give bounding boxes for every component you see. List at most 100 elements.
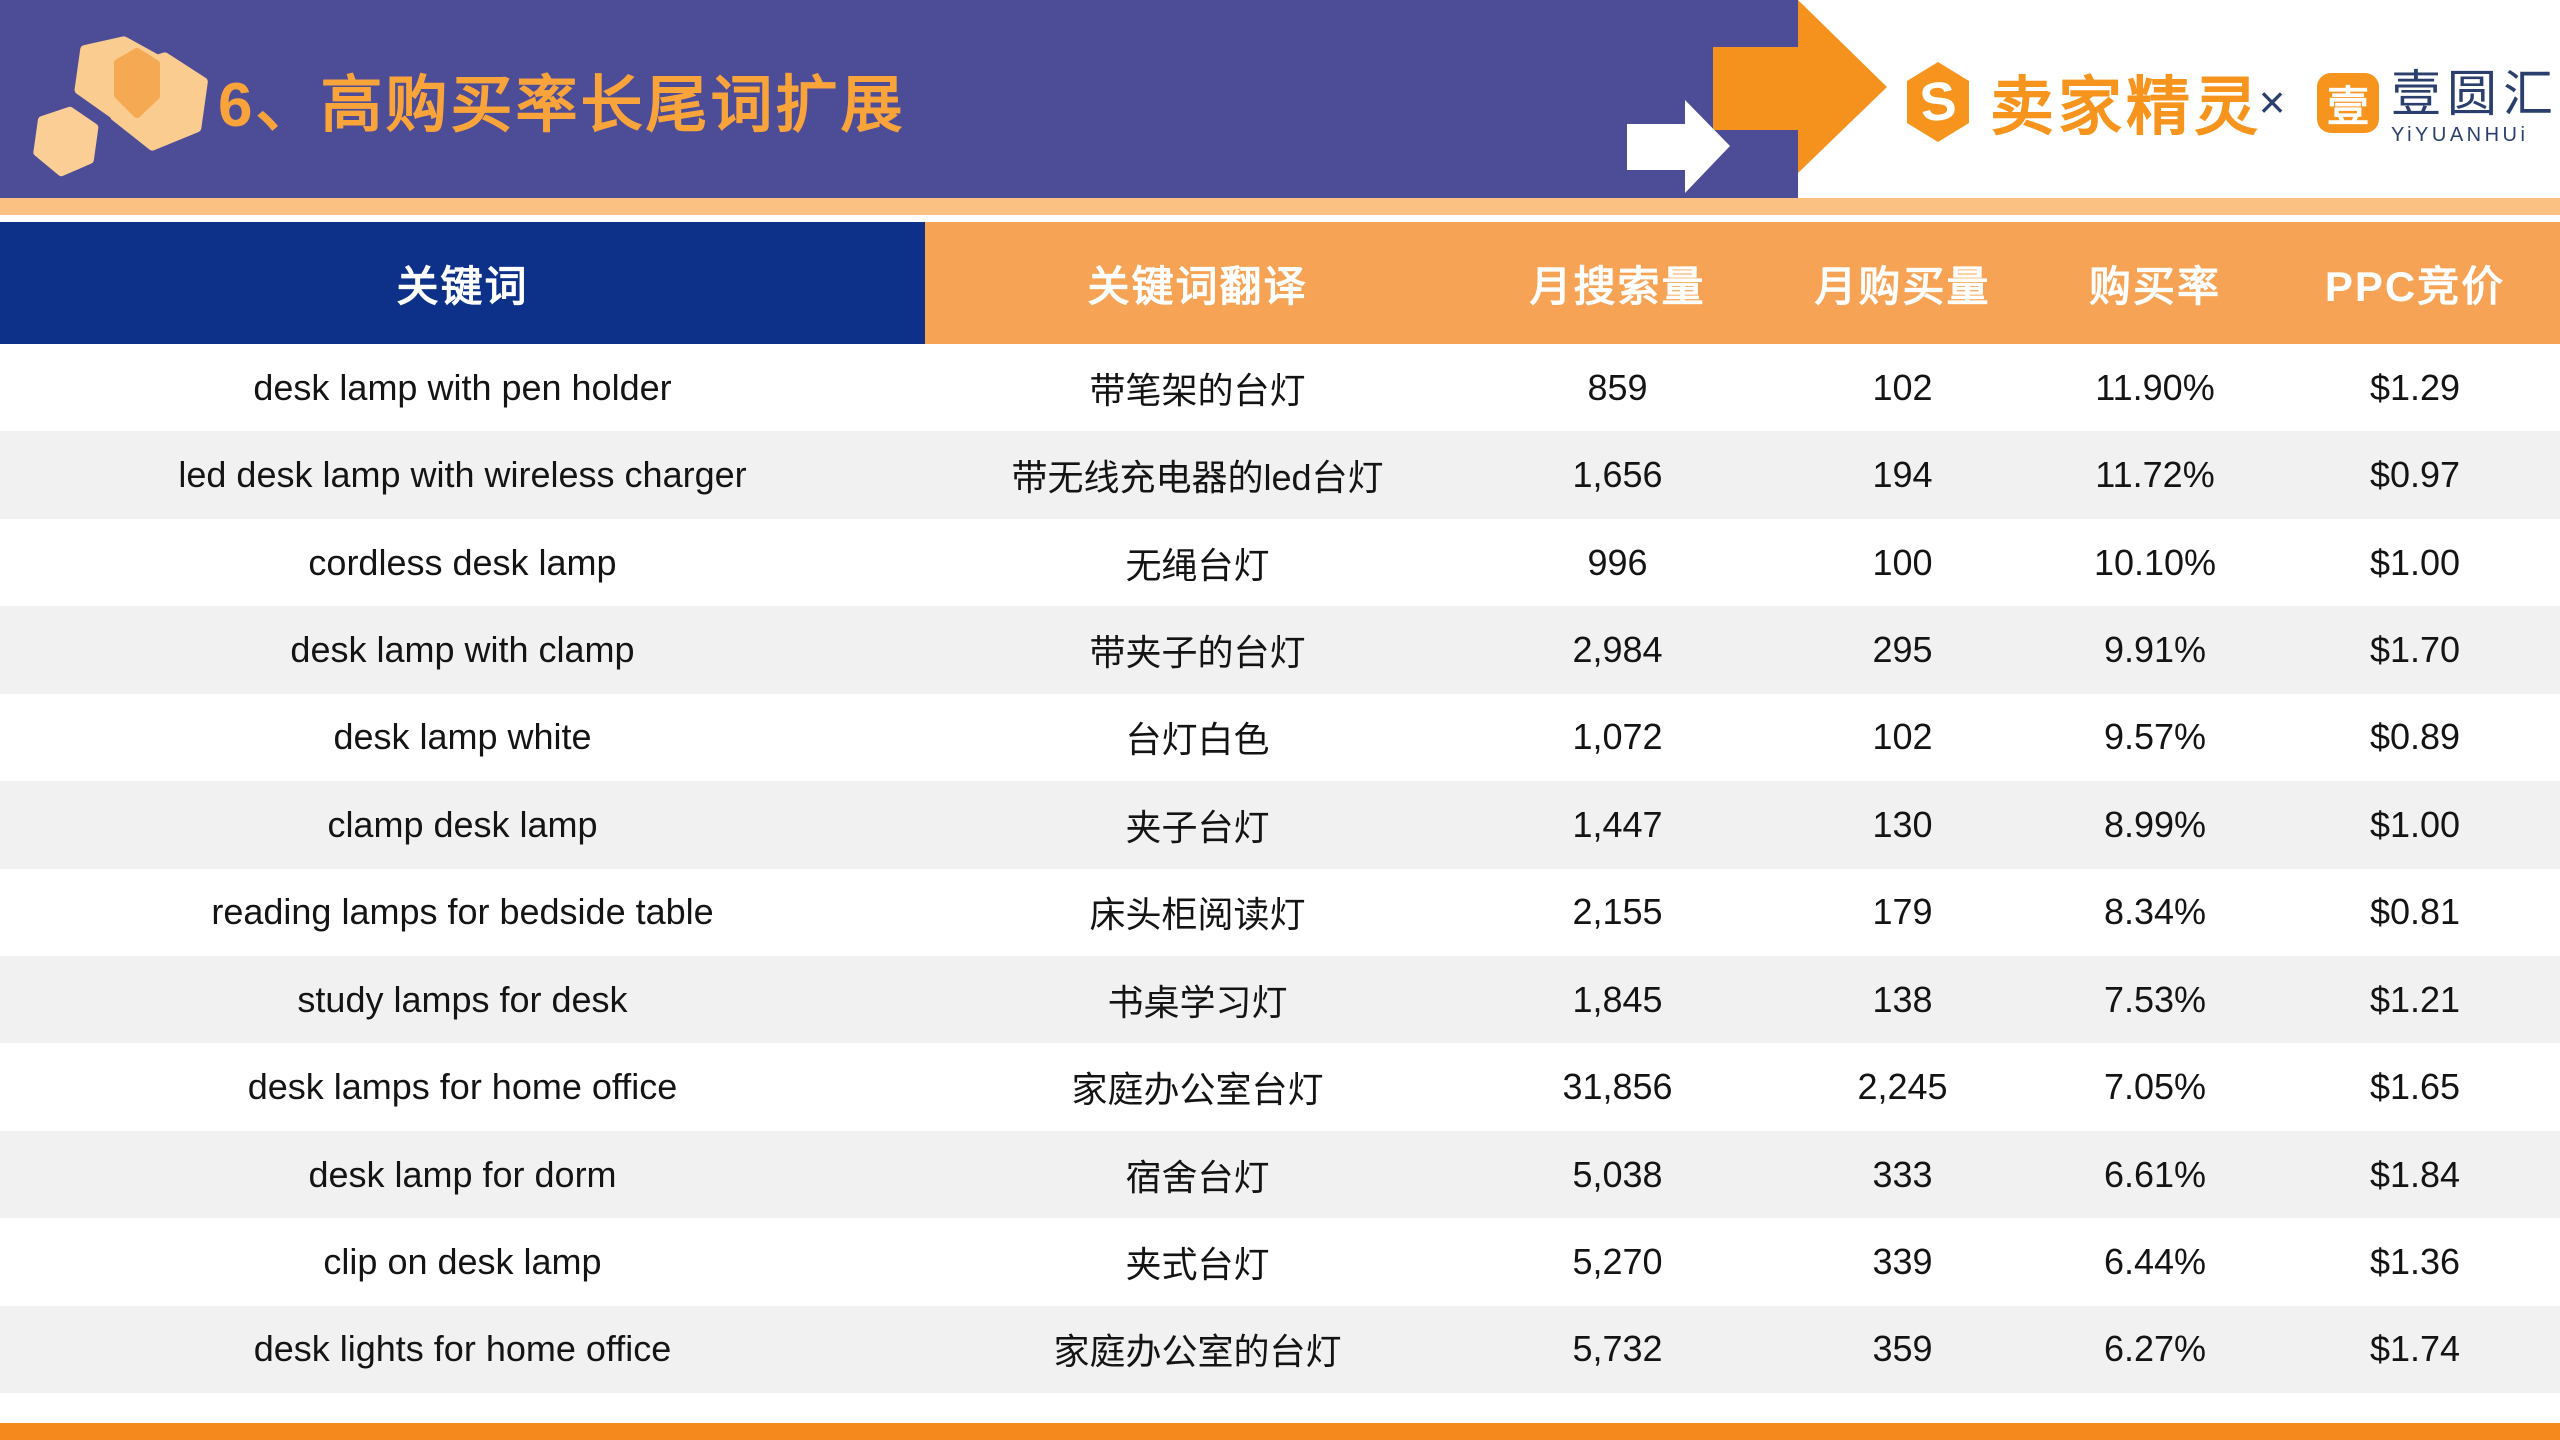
table-header: 关键词 关键词翻译 月搜索量 月购买量 购买率 PPC竞价	[0, 222, 2560, 344]
table-row: desk lamp with clamp 带夹子的台灯 2,984 295 9.91% $…	[0, 606, 2560, 694]
cell-translation: 家庭办公室的台灯	[1053, 1331, 1342, 1373]
cell-monthly-searches: 1,447	[1572, 803, 1663, 845]
cell-purchase-rate: 6.27%	[2103, 1328, 2207, 1370]
cell-monthly-purchases: 194	[1872, 454, 1933, 496]
table-row: desk lights for home office 家庭办公室的台灯 5,732…	[0, 1305, 2560, 1394]
cell-ppc-bid: $1.29	[2369, 366, 2461, 408]
white-arrow-icon	[1627, 100, 1730, 193]
cell-monthly-searches: 2,155	[1572, 891, 1663, 933]
cell-purchase-rate: 9.57%	[2103, 716, 2207, 758]
cell-ppc-bid: $1.00	[2369, 541, 2461, 583]
cell-ppc-bid: $0.81	[2369, 891, 2461, 933]
table-row: desk lamp white 台灯白色 1,072 102 9.57% $0.89	[0, 693, 2560, 782]
cell-monthly-searches: 1,656	[1572, 454, 1663, 496]
cell-purchase-rate: 10.10%	[2093, 541, 2217, 583]
cell-ppc-bid: $0.89	[2369, 716, 2461, 758]
table-row: desk lamp with pen holder 带笔架的台灯 859 102 11.…	[0, 344, 2560, 432]
column-header-purchase-rate: 购买率	[2088, 262, 2221, 310]
yiyuanhui-name: 壹圆汇	[2391, 66, 2559, 122]
cell-monthly-purchases: 179	[1872, 891, 1933, 933]
cell-monthly-purchases: 100	[1872, 541, 1933, 583]
orange-arrow-icon	[1713, 0, 1887, 173]
cell-purchase-rate: 8.99%	[2103, 803, 2207, 845]
table-row: clamp desk lamp 夹子台灯 1,447 130 8.99% $1.00	[0, 781, 2560, 869]
table-row: study lamps for desk 书桌学习灯 1,845 138 7.53% $1…	[0, 955, 2560, 1044]
table-row: desk lamp for dorm 宿舍台灯 5,038 333 6.61% $1.84	[0, 1130, 2560, 1219]
page-title: 6、高购买率长尾词扩展	[218, 71, 906, 140]
cell-keyword: reading lamps for bedside table	[211, 891, 714, 933]
cell-monthly-purchases: 339	[1872, 1240, 1933, 1282]
cell-translation: 带无线充电器的led台灯	[1011, 457, 1384, 499]
cell-keyword: clip on desk lamp	[323, 1240, 602, 1282]
cell-ppc-bid: $0.97	[2369, 454, 2461, 496]
cell-monthly-purchases: 102	[1872, 716, 1933, 758]
table-body: desk lamp with pen holder 带笔架的台灯 859 102 11.…	[0, 344, 2560, 1394]
cell-purchase-rate: 6.61%	[2103, 1153, 2207, 1195]
cell-purchase-rate: 11.90%	[2095, 366, 2215, 408]
cell-monthly-purchases: 333	[1872, 1153, 1933, 1195]
table-row: desk lamps for home office 家庭办公室台灯 31,856 2…	[0, 1043, 2560, 1131]
hexagon-decoration-icon	[33, 36, 208, 177]
table-row: clip on desk lamp 夹式台灯 5,270 339 6.44% $1.36	[0, 1218, 2560, 1306]
yiyuanhui-logo-text: 壹圆汇 YiYUANHUi	[2391, 66, 2559, 147]
cell-keyword: led desk lamp with wireless charger	[178, 454, 747, 496]
cell-monthly-purchases: 138	[1872, 978, 1933, 1020]
column-header-monthly-purchases: 月购买量	[1814, 262, 1991, 310]
cell-monthly-purchases: 295	[1872, 628, 1933, 670]
cell-keyword: desk lamp with pen holder	[253, 366, 672, 408]
cell-translation: 带夹子的台灯	[1089, 631, 1306, 673]
column-header-translation: 关键词翻译	[1087, 262, 1308, 310]
cell-ppc-bid: $1.36	[2369, 1240, 2461, 1282]
logo-separator: ×	[2258, 76, 2286, 128]
column-header-monthly-searches: 月搜索量	[1529, 262, 1706, 310]
cell-monthly-searches: 859	[1587, 366, 1648, 408]
cell-ppc-bid: $1.74	[2369, 1328, 2461, 1370]
cell-keyword: study lamps for desk	[297, 978, 628, 1020]
cell-purchase-rate: 6.44%	[2103, 1240, 2207, 1282]
cell-monthly-searches: 1,072	[1572, 716, 1663, 758]
yiyuanhui-subtitle: YiYUANHUi	[2391, 124, 2529, 146]
sellersprite-logo-letter: S	[1916, 70, 1960, 134]
cell-purchase-rate: 8.34%	[2103, 891, 2207, 933]
cell-monthly-purchases: 359	[1872, 1328, 1933, 1370]
cell-translation: 书桌学习灯	[1107, 981, 1288, 1023]
cell-monthly-searches: 2,984	[1572, 628, 1663, 670]
bottom-strip	[0, 1423, 2560, 1440]
cell-translation: 床头柜阅读灯	[1089, 894, 1306, 936]
cell-translation: 家庭办公室台灯	[1071, 1069, 1324, 1111]
cell-translation: 台灯白色	[1125, 719, 1270, 761]
sellersprite-logo-icon	[1907, 62, 1969, 142]
banner-underline-strip	[0, 198, 2560, 215]
cell-purchase-rate: 7.53%	[2103, 978, 2207, 1020]
cell-monthly-searches: 5,732	[1572, 1328, 1663, 1370]
cell-keyword: desk lamp for dorm	[308, 1153, 617, 1195]
cell-keyword: desk lamp with clamp	[290, 628, 635, 670]
cell-keyword: clamp desk lamp	[327, 803, 598, 845]
cell-monthly-purchases: 102	[1872, 366, 1933, 408]
yiyuanhui-logo-icon: 壹	[2317, 73, 2379, 133]
cell-translation: 带笔架的台灯	[1089, 369, 1306, 411]
cell-translation: 无绳台灯	[1125, 544, 1270, 586]
cell-monthly-purchases: 130	[1872, 803, 1933, 845]
cell-monthly-searches: 1,845	[1572, 978, 1663, 1020]
arrow-icons	[1627, 0, 1887, 193]
column-header-ppc-bid: PPC竞价	[2324, 262, 2506, 310]
cell-ppc-bid: $1.65	[2369, 1066, 2461, 1108]
logo-bar: S 卖家精灵 × 壹 壹圆汇 YiYUANHUi	[1895, 0, 2560, 198]
cell-purchase-rate: 9.91%	[2103, 628, 2207, 670]
cell-keyword: desk lights for home office	[253, 1328, 672, 1370]
cell-monthly-searches: 5,270	[1572, 1240, 1663, 1282]
cell-translation: 夹子台灯	[1125, 806, 1270, 848]
cell-monthly-purchases: 2,245	[1857, 1066, 1948, 1108]
cell-monthly-searches: 31,856	[1562, 1066, 1673, 1108]
cell-ppc-bid: $1.84	[2369, 1153, 2461, 1195]
banner: 6、高购买率长尾词扩展	[0, 0, 1798, 198]
cell-keyword: desk lamps for home office	[247, 1066, 678, 1108]
table-row: cordless desk lamp 无绳台灯 996 100 10.10% $1.00	[0, 518, 2560, 607]
table-row: reading lamps for bedside table 床头柜阅读灯 2,1…	[0, 868, 2560, 956]
cell-ppc-bid: $1.70	[2369, 628, 2461, 670]
cell-monthly-searches: 996	[1587, 541, 1648, 583]
column-header-keyword: 关键词	[0, 222, 925, 344]
table-row: led desk lamp with wireless charger 带无线充电…	[0, 431, 2560, 519]
